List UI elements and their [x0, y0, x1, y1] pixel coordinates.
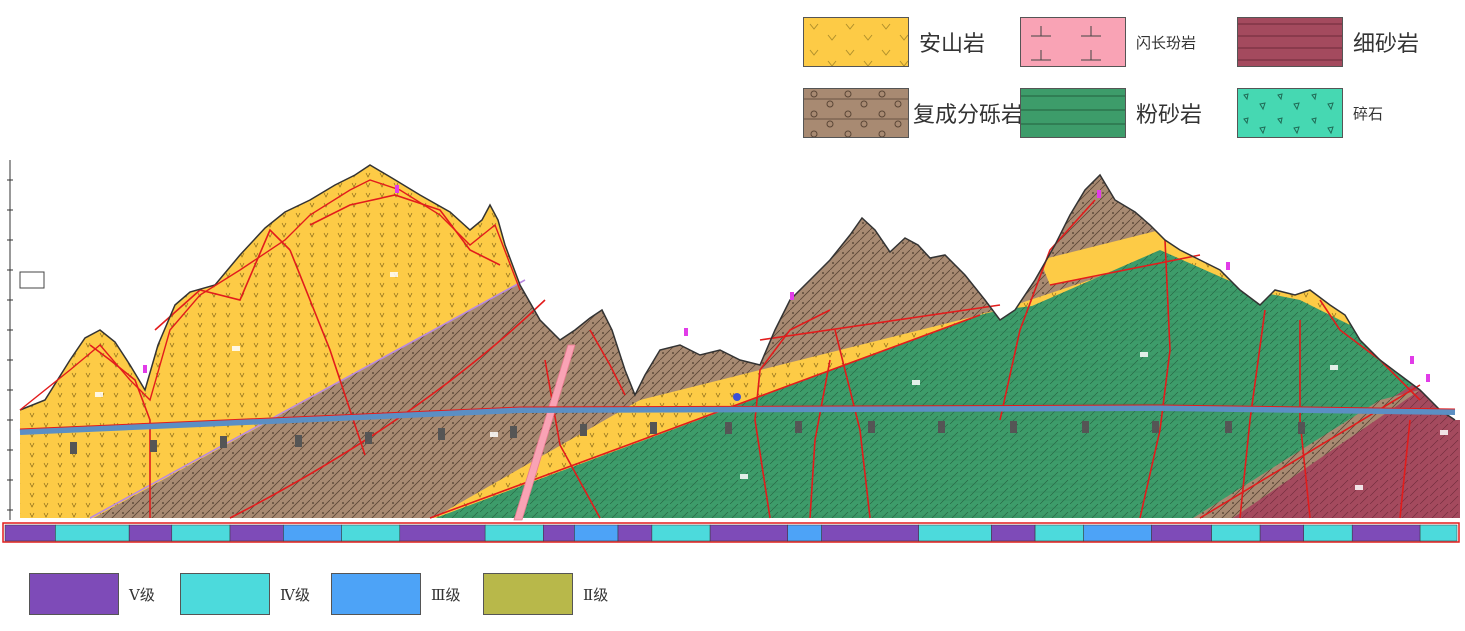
weathering-line	[19, 179, 521, 411]
legend-rubble: 碎石	[1237, 88, 1383, 138]
grade-bar	[4, 524, 1458, 542]
grade-segment	[128, 524, 173, 542]
grade-segment	[1034, 524, 1084, 542]
legend-label: 粉砂岩	[1136, 103, 1203, 128]
swatch-rubble	[1237, 88, 1343, 138]
legend-label: 细砂岩	[1353, 32, 1420, 57]
grade-label: Ⅱ级	[583, 585, 609, 604]
legend-label: 碎石	[1353, 104, 1384, 123]
andesite-lens	[1040, 230, 1200, 285]
legend-conglomerate: 复成分砾岩	[803, 88, 1023, 138]
grade-segment	[918, 524, 992, 542]
grade-segment	[787, 524, 822, 542]
legend-fine-sandstone: 细砂岩	[1237, 17, 1419, 67]
legend-diorite-porphyry: 闪长玢岩	[1020, 17, 1196, 67]
grade-segment	[617, 524, 653, 542]
grade-segment	[821, 524, 919, 542]
legend-siltstone: 粉砂岩	[1020, 88, 1202, 138]
grade-segment	[171, 524, 231, 542]
contact-line	[89, 279, 526, 519]
label-markers	[95, 272, 1448, 490]
grade-segment	[55, 524, 130, 542]
legend-label: 闪长玢岩	[1136, 33, 1197, 52]
survey-point	[733, 393, 741, 401]
grade-label: Ⅳ级	[280, 585, 310, 604]
swatch-andesite	[803, 17, 909, 67]
grade-segment	[1259, 524, 1304, 542]
legend-grade-iv: Ⅳ级	[180, 573, 310, 615]
swatch-diorite-porphyry	[1020, 17, 1126, 67]
tunnel-alignment	[19, 404, 1456, 435]
grade-segment	[574, 524, 619, 542]
tunnel-crown	[19, 404, 1456, 430]
grade-segment	[1351, 524, 1421, 542]
swatch-grade-ii	[483, 573, 573, 615]
grade-segment	[1419, 524, 1458, 542]
grade-segment	[1211, 524, 1261, 542]
swatch-conglomerate	[803, 88, 909, 138]
grade-segment	[709, 524, 788, 542]
swatch-grade-iii	[331, 573, 421, 615]
grade-segment	[399, 524, 486, 542]
swatch-siltstone	[1020, 88, 1126, 138]
grade-segment	[4, 524, 56, 542]
diorite-dike	[513, 344, 576, 521]
swatch-grade-iv	[180, 573, 270, 615]
legend-grade-ii: Ⅱ级	[483, 573, 608, 615]
annotation-markers	[143, 185, 1430, 382]
grade-segment	[283, 524, 342, 542]
grade-label: Ⅲ级	[431, 585, 461, 604]
grade-label: Ⅴ级	[129, 585, 155, 604]
grade-segment	[484, 524, 544, 542]
grade-bar-frame	[2, 522, 1460, 543]
terrain-outline	[19, 164, 1456, 421]
legend-andesite: 安山岩	[803, 17, 985, 67]
contact-lines	[89, 194, 1421, 519]
probe-marks	[70, 421, 1305, 454]
grade-segment	[1083, 524, 1152, 542]
swatch-fine-sandstone	[1237, 17, 1343, 67]
grade-segment	[341, 524, 401, 542]
grade-segment	[543, 524, 575, 542]
grade-segment	[991, 524, 1036, 542]
grade-segment	[229, 524, 284, 542]
legend-grade-iii: Ⅲ级	[331, 573, 460, 615]
legend-label: 安山岩	[919, 32, 986, 57]
elevation-scale	[7, 160, 45, 520]
grade-segment	[651, 524, 711, 542]
swatch-grade-v	[29, 573, 119, 615]
legend-label: 复成分砾岩	[913, 103, 1024, 128]
legend-grade-v: Ⅴ级	[29, 573, 155, 615]
grade-segment	[1151, 524, 1212, 542]
grade-segment	[1303, 524, 1353, 542]
